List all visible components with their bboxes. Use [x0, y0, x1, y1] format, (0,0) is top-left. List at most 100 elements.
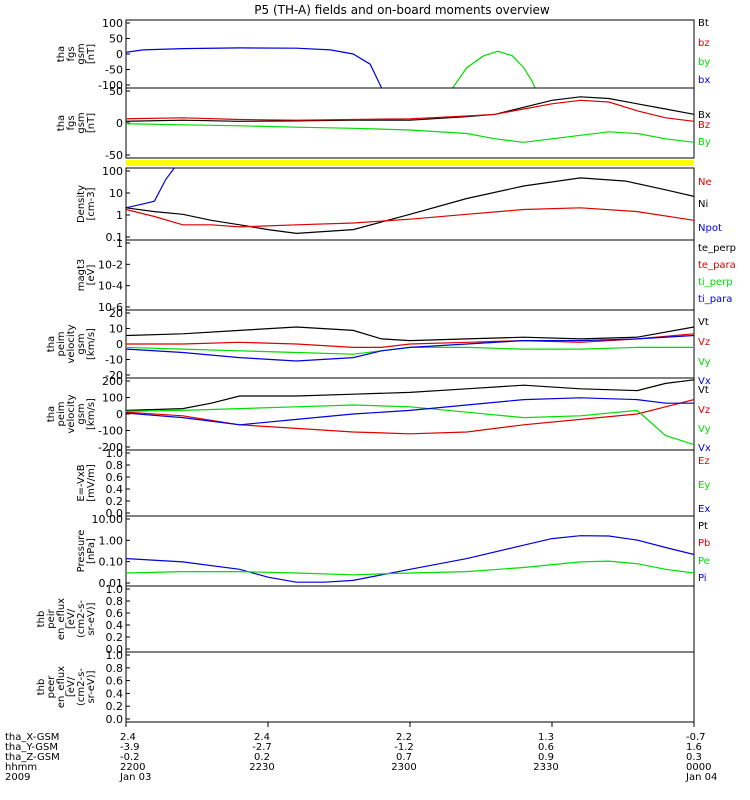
y-axis-label: [km/s]	[86, 328, 97, 360]
panel-frame	[125, 19, 695, 89]
series-line-green	[126, 404, 694, 446]
y-tick-label: 0.2	[106, 495, 124, 508]
y-tick-label: 100	[102, 392, 123, 405]
legend-entry: Vx	[698, 443, 711, 454]
series-line-red	[126, 399, 694, 435]
y-axis-label: thb	[36, 611, 47, 628]
y-tick-label: 50	[109, 85, 123, 98]
y-axis-label: tha	[56, 115, 67, 131]
y-tick-label: -100	[98, 79, 123, 92]
legend-entry: Ne	[698, 177, 712, 188]
y-axis-label: gsm	[76, 112, 87, 133]
series-line-green	[452, 50, 536, 88]
y-tick-label: 0.6	[106, 607, 124, 620]
x-axis-value: 0.9	[538, 752, 554, 763]
y-tick-label: 0	[116, 408, 123, 421]
y-tick-label: 0.0	[106, 713, 124, 726]
y-tick-label: -10	[105, 354, 123, 367]
y-tick-label: -100	[98, 425, 123, 438]
y-tick-label: -50	[105, 64, 123, 77]
legend-entry: Ey	[698, 480, 710, 491]
y-tick-label: 0.1	[106, 231, 124, 244]
panel-3: 100 10 1 0.1 Density [cm-3] Ne Ni Npot	[76, 165, 722, 244]
y-tick-label: 10.00	[92, 513, 124, 526]
legend-entry: Bt	[698, 18, 709, 29]
x-axis-value: -2.7	[252, 742, 272, 753]
legend-entry: Bx	[698, 110, 711, 121]
x-axis-value: 2.4	[120, 732, 136, 743]
x-axis-value: 2.2	[396, 732, 412, 743]
y-axis-label: Density	[76, 185, 87, 223]
y-axis-label: velocity	[66, 394, 77, 433]
y-tick-label: 0	[116, 48, 123, 61]
panel-8: 10.00 1.00 0.10 0.01 Pressure [nPa] Pt Pb Pe Pi	[76, 513, 710, 590]
series-line-black	[126, 96, 694, 122]
series-line-green	[126, 346, 694, 355]
y-tick-label: 0.2	[106, 700, 124, 713]
legend-entry: Pe	[698, 556, 710, 567]
panel-frame	[125, 585, 695, 653]
y-tick-label: -20	[105, 369, 123, 382]
x-axis-row-label: hhmm	[5, 762, 37, 773]
y-axis-label: thb	[36, 679, 47, 696]
x-axis-value: -1.2	[394, 742, 414, 753]
y-tick-label: 0.6	[106, 471, 124, 484]
y-tick-label: 1	[116, 237, 123, 250]
y-tick-label: 0	[116, 117, 123, 130]
series-line-red	[126, 99, 694, 122]
y-axis-label: (cm2-s-	[76, 668, 87, 706]
figure-title: P5 (TH-A) fields and on-board moments ov…	[254, 3, 550, 17]
y-axis-label: Pressure	[76, 530, 87, 573]
y-tick-label: 0.8	[106, 595, 124, 608]
legend-entry: Vz	[698, 405, 710, 416]
y-tick-label: 0.0	[106, 507, 124, 520]
panel-frame	[125, 239, 695, 311]
x-axis-value: 0.3	[686, 752, 702, 763]
series-line-blue	[126, 535, 694, 583]
y-tick-label: 0	[116, 338, 123, 351]
legend-entry: te_para	[698, 260, 736, 271]
y-tick-label: 0.01	[99, 577, 124, 590]
y-tick-label: 1	[116, 209, 123, 222]
y-axis-label: en_eflux	[56, 666, 67, 708]
y-axis-label: [km/s]	[86, 398, 97, 430]
panel-9: 1.00.80.60.40.20.0 thb peir en_eflux [eV/(cm…	[36, 583, 695, 656]
y-axis-label: tha	[46, 406, 57, 422]
x-axis-value: 2.4	[254, 732, 270, 743]
y-axis-label: gsm	[76, 43, 87, 64]
series-line-blue	[126, 168, 175, 209]
legend-entry: Vz	[698, 337, 710, 348]
y-tick-label: 100	[102, 17, 123, 30]
legend-entry: bz	[698, 38, 710, 49]
panel-frame	[125, 515, 695, 587]
x-axis-value: 0.6	[538, 742, 554, 753]
legend-entry: bx	[698, 75, 710, 86]
legend-entry: te_perp	[698, 243, 736, 254]
x-axis-row-label: tha_X-GSM	[5, 732, 59, 743]
y-tick-label: 1.0	[106, 447, 124, 460]
y-tick-label: 0.6	[106, 675, 124, 688]
y-axis-label: sr-eV)]	[86, 670, 97, 703]
y-axis-label: peim	[56, 331, 67, 356]
y-axis-label: peim	[56, 401, 67, 426]
y-tick-label: -200	[98, 441, 123, 454]
legend-entry: Pt	[698, 521, 708, 532]
x-axis-value: 2200	[120, 762, 145, 773]
legend-entry: Pb	[698, 538, 710, 549]
panel-10: 1.00.80.60.40.20.0 thb peer en_eflux [eV/(cm…	[36, 649, 695, 726]
y-tick-label: 10-6	[98, 301, 123, 314]
x-axis-value: 2330	[533, 762, 558, 773]
x-axis-value: 0.7	[396, 752, 412, 763]
y-axis-label: en_eflux	[56, 598, 67, 640]
series-line-red	[126, 207, 694, 228]
y-axis-label: gsm	[76, 333, 87, 354]
y-tick-label: 200	[102, 375, 123, 388]
y-tick-label: -50	[105, 149, 123, 162]
y-tick-label: 0.8	[106, 459, 124, 472]
yellow-status-bar	[126, 160, 694, 166]
y-tick-label: 10-2	[98, 258, 123, 271]
panel-7: 1.00.80.60.40.20.0 E=-VxB [mV/m] Ez Ey Ex	[76, 447, 710, 520]
y-tick-label: 0.2	[106, 631, 124, 644]
y-axis-label: (cm2-s-	[76, 600, 87, 638]
legend-entry: Vx	[698, 376, 711, 387]
